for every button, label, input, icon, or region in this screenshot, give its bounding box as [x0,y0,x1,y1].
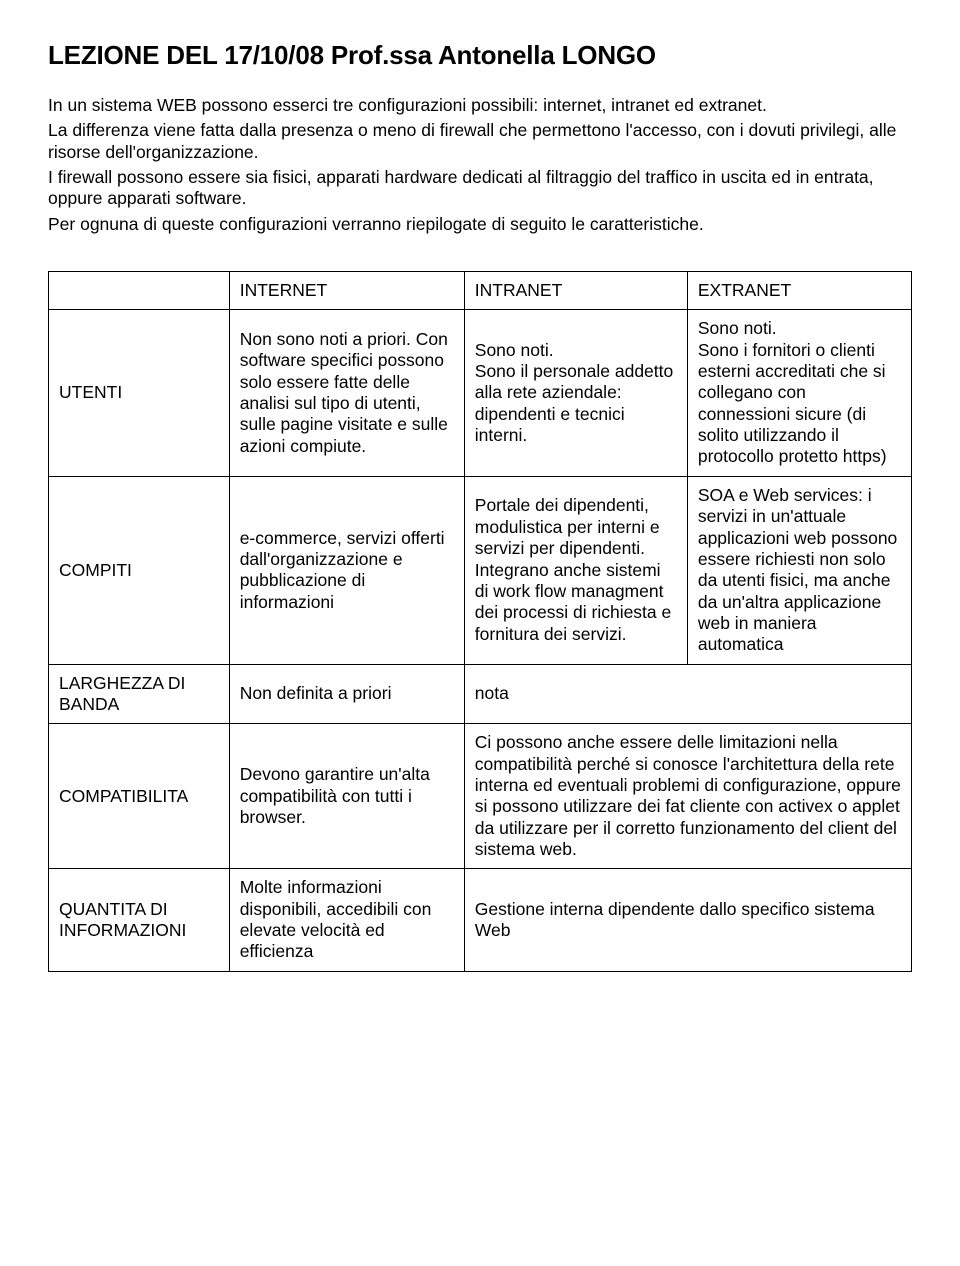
table-row: QUANTITA DI INFORMAZIONI Molte informazi… [49,869,912,971]
row-label-compiti: COMPITI [49,476,230,664]
row-label-quantita: QUANTITA DI INFORMAZIONI [49,869,230,971]
intro-paragraph-2: La differenza viene fatta dalla presenza… [48,120,912,163]
table-row: LARGHEZZA DI BANDA Non definita a priori… [49,664,912,724]
cell-compiti-intranet: Portale dei dipendenti, modulistica per … [464,476,687,664]
page-title: LEZIONE DEL 17/10/08 Prof.ssa Antonella … [48,40,912,71]
cell-compat-internet: Devono garantire un'alta compatibilità c… [229,724,464,869]
cell-quantita-internet: Molte informazioni disponibili, accedibi… [229,869,464,971]
cell-compiti-extranet: SOA e Web services: i servizi in un'attu… [687,476,911,664]
table-row: COMPATIBILITA Devono garantire un'alta c… [49,724,912,869]
cell-utenti-extranet: Sono noti.Sono i fornitori o clienti est… [687,310,911,476]
cell-quantita-merged: Gestione interna dipendente dallo specif… [464,869,911,971]
cell-larghezza-internet: Non definita a priori [229,664,464,724]
comparison-table: INTERNET INTRANET EXTRANET UTENTI Non so… [48,271,912,972]
table-row: UTENTI Non sono noti a priori. Con softw… [49,310,912,476]
intro-paragraph-4: Per ognuna di queste configurazioni verr… [48,214,912,235]
header-extranet: EXTRANET [687,272,911,310]
intro-paragraph-3: I firewall possono essere sia fisici, ap… [48,167,912,210]
intro-paragraph-1: In un sistema WEB possono esserci tre co… [48,95,912,116]
header-intranet: INTRANET [464,272,687,310]
cell-utenti-intranet: Sono noti.Sono il personale addetto alla… [464,310,687,476]
row-label-utenti: UTENTI [49,310,230,476]
cell-utenti-internet: Non sono noti a priori. Con software spe… [229,310,464,476]
row-label-larghezza: LARGHEZZA DI BANDA [49,664,230,724]
cell-compiti-internet: e-commerce, servizi offerti dall'organiz… [229,476,464,664]
header-internet: INTERNET [229,272,464,310]
cell-larghezza-merged: nota [464,664,911,724]
header-empty [49,272,230,310]
row-label-compat: COMPATIBILITA [49,724,230,869]
cell-compat-merged: Ci possono anche essere delle limitazion… [464,724,911,869]
table-header-row: INTERNET INTRANET EXTRANET [49,272,912,310]
table-row: COMPITI e-commerce, servizi offerti dall… [49,476,912,664]
